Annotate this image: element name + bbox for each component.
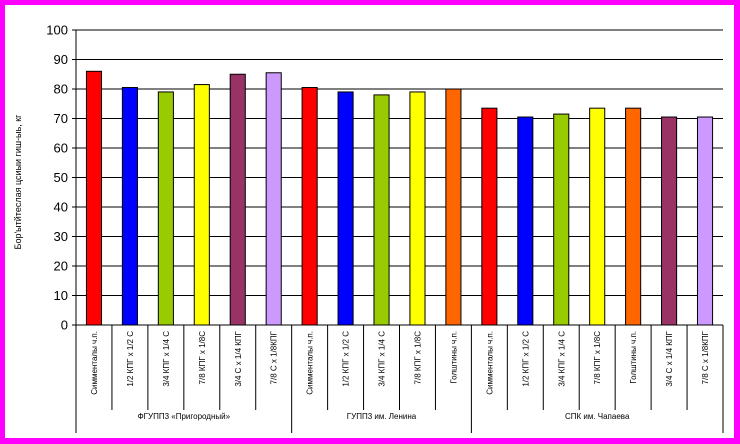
category-label: 1/2 КПГ х 1/2 С: [342, 331, 351, 387]
bar: [337, 91, 354, 326]
y-tick-label: 50: [54, 170, 68, 185]
y-tick-label: 100: [46, 23, 68, 38]
y-axis-title: Бор'ытйтеслая цсиыи гиш-ыь, кг: [13, 114, 23, 250]
bar: [445, 88, 462, 326]
group-label: ГУПП3 им. Ленина: [347, 412, 417, 421]
category-label: 7/8 КПГ х 1/8С: [198, 331, 207, 385]
bar: [409, 91, 426, 326]
category-label: 3/4 С х 1/4 КПГ: [665, 330, 674, 386]
bar: [229, 73, 246, 326]
category-label: 7/8 С х 1/8КПГ: [270, 330, 279, 384]
category-label: 7/8 КПГ х 1/8С: [593, 331, 602, 385]
category-label: 7/8 С х 1/8КПГ: [701, 330, 710, 384]
category-label: 3/4 КПГ х 1/4 С: [162, 331, 171, 387]
bar: [157, 91, 174, 326]
bar: [696, 116, 714, 326]
y-tick-label: 40: [54, 200, 68, 215]
bar: [301, 87, 318, 326]
group-label: СПК им. Чапаева: [565, 412, 630, 421]
category-label: Голштины ч.п.: [449, 331, 458, 384]
y-tick-label: 60: [54, 141, 68, 156]
bar-chart: Бор'ытйтеслая цсиыи гиш-ыь, кг 0 10 20 30 40…: [13, 23, 724, 433]
y-tick-label: 20: [54, 259, 68, 274]
category-label: 1/2 КПГ х 1/2 С: [126, 331, 135, 387]
category-label: 1/2 КПГ х 1/2 С: [521, 331, 530, 387]
category-label: Симменталы ч.п.: [306, 331, 315, 395]
bar: [481, 107, 498, 326]
category-label: 7/8 КПГ х 1/8С: [413, 331, 422, 385]
category-label: 3/4 С х 1/4 КПГ: [234, 330, 243, 386]
category-label: 3/4 КПГ х 1/4 С: [557, 331, 566, 387]
bar: [85, 70, 103, 326]
bar: [589, 107, 606, 326]
category-label: Голштины ч.п.: [629, 331, 638, 384]
category-label: 3/4 КПГ х 1/4 С: [378, 331, 387, 387]
bar: [625, 107, 642, 326]
bar: [661, 116, 678, 326]
chart-frame: Бор'ытйтеслая цсиыи гиш-ыь, кг 0 10 20 30 40…: [5, 5, 734, 438]
y-tick-label: 10: [54, 288, 68, 303]
category-label: Симменталы ч.п.: [90, 331, 99, 395]
bar: [265, 72, 282, 326]
y-tick-label: 90: [54, 52, 68, 67]
y-tick-label: 0: [61, 318, 68, 333]
bar: [193, 84, 210, 326]
bar: [373, 94, 390, 326]
group-label: ФГУПП3 «Пригородный»: [138, 412, 231, 421]
y-tick-label: 80: [54, 82, 68, 97]
y-tick-label: 30: [54, 229, 68, 244]
y-tick-label: 70: [54, 111, 68, 126]
category-label: Симменталы ч.п.: [485, 331, 494, 395]
bar: [553, 113, 570, 326]
bar: [517, 116, 534, 326]
bar: [121, 87, 138, 326]
